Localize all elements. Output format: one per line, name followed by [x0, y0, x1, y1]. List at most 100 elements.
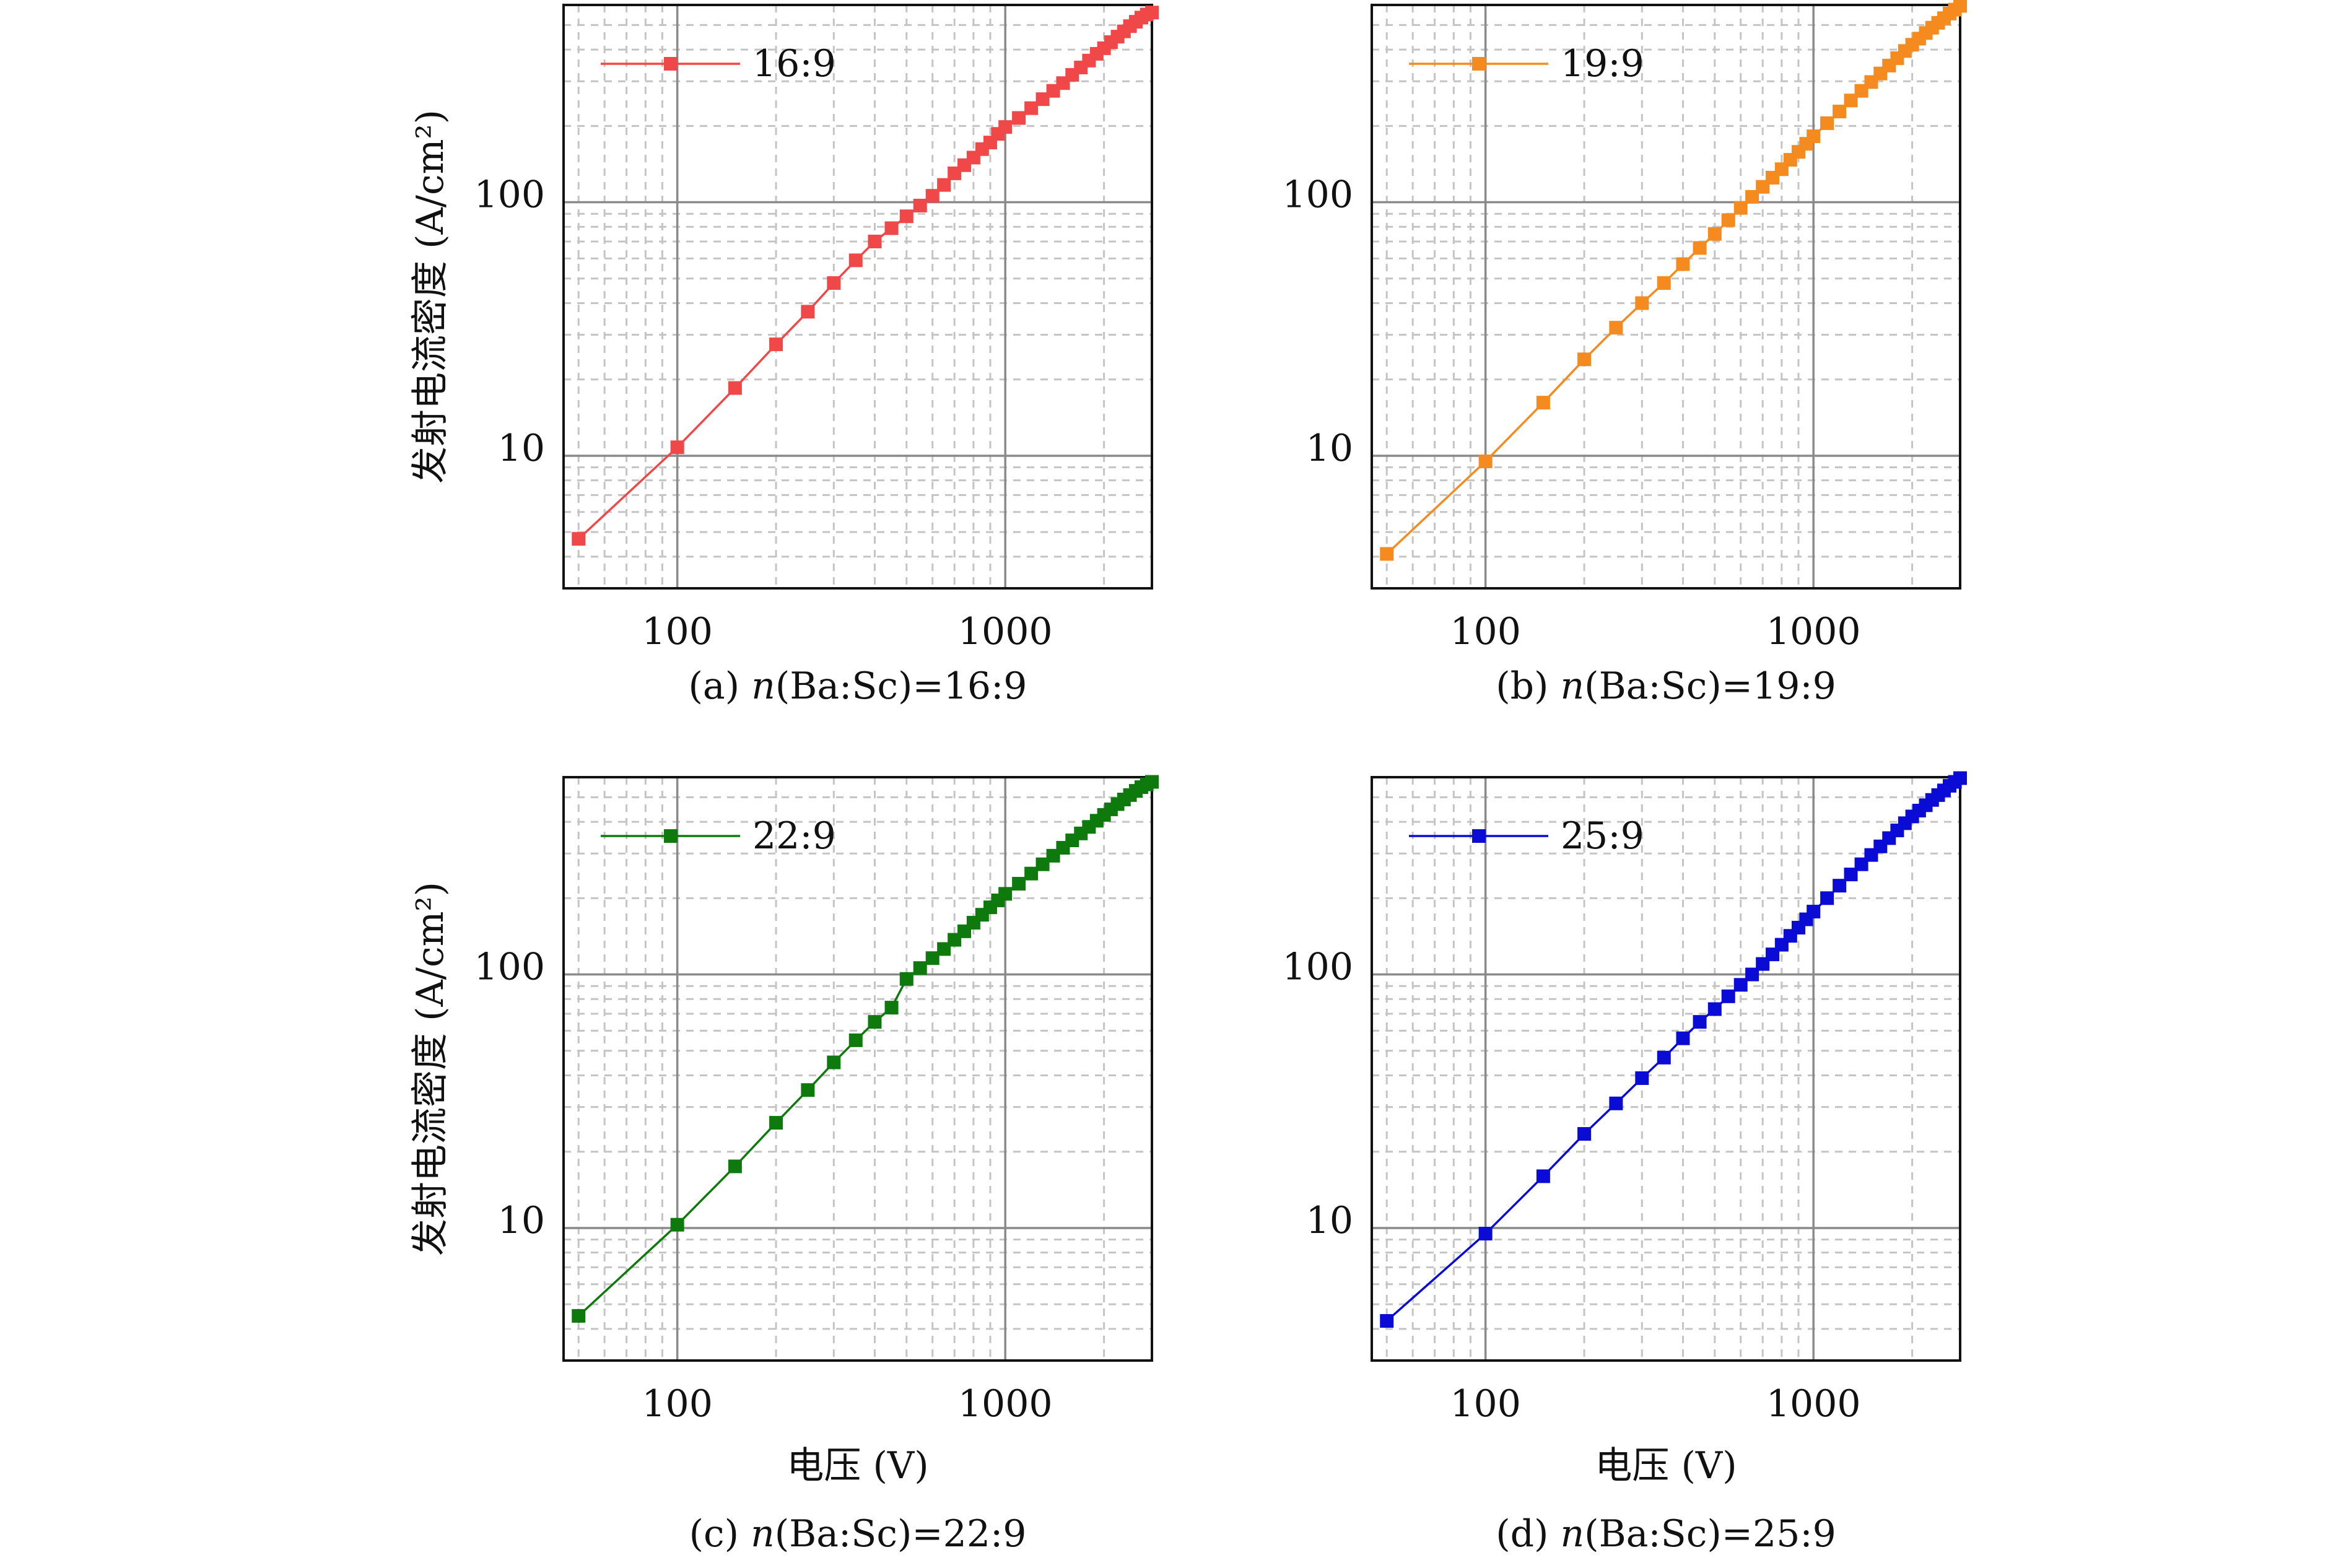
- data-point: [1478, 1227, 1493, 1241]
- data-point: [1657, 276, 1671, 290]
- data-point: [1807, 129, 1821, 144]
- data-point: [1024, 101, 1039, 115]
- x-tick-label: 100: [1450, 1382, 1521, 1426]
- minor-grid: [1372, 777, 1960, 1361]
- data-point: [913, 198, 927, 212]
- plot-frame: [562, 776, 1153, 1362]
- x-tick-label: 1000: [958, 610, 1053, 653]
- data-point: [868, 234, 882, 248]
- x-tick-label: 1000: [958, 1382, 1053, 1426]
- minor-grid: [564, 777, 1152, 1361]
- data-point: [1145, 775, 1159, 789]
- panel-caption: (c) n(Ba:Sc)=22:9: [689, 1512, 1027, 1556]
- caption-ratio: (Ba:Sc)=22:9: [775, 1512, 1027, 1556]
- data-point: [1721, 213, 1735, 227]
- data-point: [1693, 1015, 1707, 1029]
- data-point: [1693, 241, 1707, 255]
- data-point: [1635, 296, 1649, 310]
- data-point: [925, 189, 939, 203]
- data-point: [1012, 111, 1026, 125]
- caption-variable: n: [1561, 664, 1585, 708]
- caption-variable: n: [1561, 1512, 1585, 1556]
- data-point: [801, 1083, 815, 1097]
- data-point: [769, 1116, 783, 1130]
- caption-ratio: (Ba:Sc)=16:9: [775, 664, 1027, 708]
- caption-prefix: (c): [689, 1512, 751, 1556]
- data-point: [899, 209, 913, 224]
- caption-variable: n: [751, 664, 775, 708]
- legend-marker: [1472, 829, 1486, 843]
- legend-label: 19:9: [1561, 42, 1644, 85]
- x-axis-label: 电压 (V): [787, 1444, 928, 1487]
- x-axis-label: 电压 (V): [1595, 1444, 1737, 1487]
- y-tick-label: 10: [498, 1199, 545, 1242]
- data-point: [884, 221, 899, 235]
- data-point: [728, 1159, 742, 1174]
- data-point: [1953, 0, 1967, 13]
- data-point: [848, 253, 863, 268]
- panel-caption: (b) n(Ba:Sc)=19:9: [1496, 664, 1836, 708]
- plot-frame: [562, 4, 1153, 590]
- data-point: [1145, 6, 1159, 20]
- data-point: [1745, 189, 1759, 204]
- data-point: [848, 1033, 863, 1047]
- data-point: [1833, 879, 1847, 893]
- data-point: [998, 120, 1013, 134]
- data-point: [1380, 1313, 1394, 1328]
- x-tick-label: 1000: [1766, 1382, 1861, 1426]
- caption-prefix: (a): [689, 664, 752, 708]
- data-point: [1676, 257, 1690, 271]
- data-point: [1733, 978, 1748, 992]
- data-point: [1577, 1127, 1592, 1141]
- data-point: [827, 1055, 841, 1069]
- data-point: [1536, 1169, 1550, 1183]
- plot-frame: [1371, 4, 1961, 590]
- data-point: [1024, 866, 1039, 881]
- data-point: [1035, 92, 1050, 107]
- x-tick-label: 100: [642, 610, 713, 653]
- chart-panel-4: 100 1000 10 100 25:9 电压 (V) (d) n(Ba:Sc)=25:9: [1282, 771, 1967, 1556]
- data-point: [1676, 1031, 1690, 1045]
- chart-panel-1: 100 1000 10 100 16:9 发射电流密度 (A/cm²) (a) n(Ba:S…: [409, 4, 1159, 708]
- data-point: [1844, 868, 1858, 882]
- chart-panel-3: 100 1000 10 100 22:9 发射电流密度 (A/cm²) 电压 (V) (c) …: [409, 775, 1159, 1556]
- data-point: [1820, 116, 1834, 130]
- data-point: [925, 951, 939, 965]
- minor-grid: [564, 5, 1152, 588]
- data-point: [1577, 352, 1592, 367]
- caption-variable: n: [751, 1512, 775, 1556]
- data-point: [1707, 227, 1722, 241]
- x-tick-label: 100: [642, 1382, 713, 1426]
- data-point: [1733, 201, 1748, 215]
- data-point: [1035, 857, 1050, 871]
- data-point: [572, 1309, 586, 1323]
- data-point: [868, 1015, 882, 1029]
- data-point: [1844, 94, 1858, 108]
- plot-frame: [1371, 776, 1961, 1362]
- y-tick-label: 100: [474, 173, 545, 217]
- legend-label: 16:9: [752, 42, 836, 85]
- data-point: [937, 942, 951, 956]
- data-point: [1635, 1071, 1649, 1085]
- data-point: [1609, 1096, 1623, 1110]
- y-tick-label: 100: [1282, 173, 1353, 217]
- panel-caption: (d) n(Ba:Sc)=25:9: [1496, 1512, 1836, 1556]
- legend-marker: [664, 57, 678, 71]
- y-tick-label: 100: [474, 946, 545, 989]
- data-point: [827, 276, 841, 290]
- minor-grid: [1372, 5, 1960, 588]
- data-point: [801, 305, 815, 319]
- data-point: [937, 178, 951, 192]
- y-axis-label: 发射电流密度 (A/cm²): [409, 110, 452, 484]
- data-point: [1807, 905, 1821, 919]
- legend-marker: [1472, 57, 1486, 71]
- data-point: [1721, 989, 1735, 1003]
- data-point: [769, 338, 783, 352]
- data-point: [1833, 105, 1847, 119]
- y-tick-label: 10: [1306, 1199, 1353, 1242]
- data-point: [670, 1217, 684, 1232]
- data-point: [1609, 321, 1623, 335]
- data-point: [1745, 967, 1759, 982]
- x-tick-label: 100: [1450, 610, 1521, 653]
